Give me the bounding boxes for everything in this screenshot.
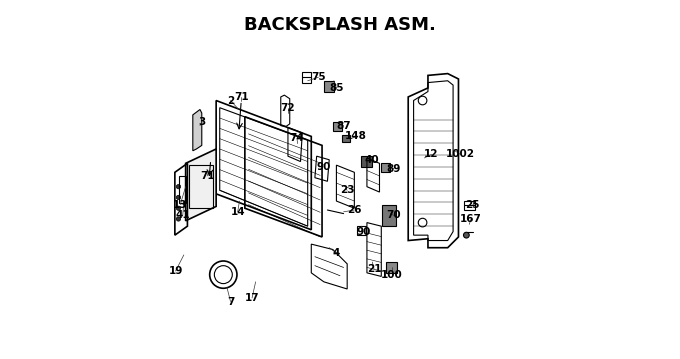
Circle shape xyxy=(176,185,181,189)
Text: 4: 4 xyxy=(333,248,340,258)
Text: 40: 40 xyxy=(365,155,379,165)
Text: 13: 13 xyxy=(173,200,188,210)
Text: 85: 85 xyxy=(329,83,343,93)
Bar xyxy=(189,165,213,208)
Text: 2: 2 xyxy=(227,95,234,106)
Text: 89: 89 xyxy=(387,164,401,174)
Circle shape xyxy=(176,217,181,221)
Text: 70: 70 xyxy=(386,210,401,220)
Text: 90: 90 xyxy=(356,227,371,237)
Text: 72: 72 xyxy=(281,103,295,113)
Polygon shape xyxy=(193,109,202,151)
Circle shape xyxy=(464,232,469,238)
Text: 21: 21 xyxy=(367,264,381,274)
Text: 12: 12 xyxy=(424,149,439,159)
Text: 148: 148 xyxy=(345,131,367,141)
Text: 23: 23 xyxy=(340,185,354,195)
Bar xyxy=(179,176,186,203)
Bar xyxy=(303,72,311,83)
Bar xyxy=(324,81,334,92)
Bar xyxy=(333,122,342,131)
Text: 3: 3 xyxy=(198,117,205,127)
Text: 87: 87 xyxy=(337,121,351,131)
Text: 17: 17 xyxy=(245,293,259,303)
Text: 25: 25 xyxy=(466,200,480,210)
Text: 167: 167 xyxy=(460,214,482,224)
Bar xyxy=(342,135,350,142)
Text: BACKSPLASH ASM.: BACKSPLASH ASM. xyxy=(244,16,436,34)
Text: 7: 7 xyxy=(227,297,234,307)
Text: 75: 75 xyxy=(311,72,326,82)
Bar xyxy=(361,156,371,167)
Text: 90: 90 xyxy=(317,162,331,172)
Text: 100: 100 xyxy=(381,270,403,280)
Text: 74: 74 xyxy=(290,133,304,143)
Bar xyxy=(386,262,396,273)
Text: 26: 26 xyxy=(347,205,362,215)
Text: 41: 41 xyxy=(175,210,190,220)
Text: 71: 71 xyxy=(200,171,214,181)
Bar xyxy=(382,205,396,226)
Bar xyxy=(381,163,390,172)
Circle shape xyxy=(176,206,181,210)
Text: 14: 14 xyxy=(231,207,245,217)
Text: 1002: 1002 xyxy=(446,149,475,159)
Text: 19: 19 xyxy=(169,266,183,276)
Bar xyxy=(357,226,367,235)
Bar xyxy=(464,201,475,210)
Polygon shape xyxy=(186,149,216,221)
Text: 71: 71 xyxy=(234,92,249,102)
Circle shape xyxy=(176,195,181,200)
